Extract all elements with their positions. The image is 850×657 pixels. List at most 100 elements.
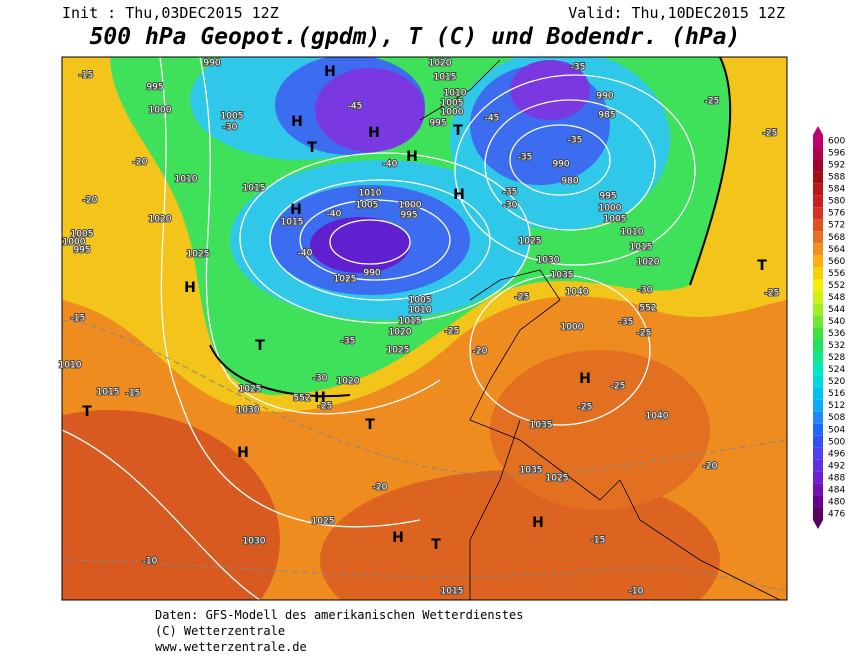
pressure-center: H — [532, 515, 544, 531]
isoline-label: 990 — [203, 59, 220, 69]
isoline-label: 552 — [639, 304, 656, 314]
map-labels: 990 995 1000 1005 1010 1015 1020 1025 1015 1010 10… — [58, 58, 781, 598]
isoline-label: 1010 — [59, 361, 82, 371]
colorbar-label: 500 — [828, 437, 845, 447]
colorbar-label: 532 — [828, 341, 845, 351]
init-time: Init : Thu,03DEC2015 12Z — [62, 4, 279, 22]
colorbar-label: 588 — [828, 173, 845, 183]
isoline-label: -30 — [223, 123, 238, 133]
isoline-label: 1015 — [281, 218, 304, 228]
colorbar-swatch — [813, 447, 823, 460]
colorbar-label: 584 — [828, 185, 845, 195]
colorbar-swatch — [813, 255, 823, 268]
isoline-label: 1015 — [434, 73, 457, 83]
isoline-label: -30 — [313, 374, 328, 384]
map-field — [62, 57, 787, 600]
isoline-label: -20 — [133, 158, 148, 168]
colorbar-label: 560 — [828, 257, 845, 267]
colorbar-label: 592 — [828, 161, 845, 171]
colorbar-label: 556 — [828, 269, 845, 279]
isoline-label: 1000 — [441, 108, 464, 118]
colorbar-label: 512 — [828, 401, 845, 411]
isoline-label: -25 — [705, 97, 720, 107]
isoline-label: 1020 — [429, 59, 452, 69]
isoline-label: 1035 — [551, 271, 574, 281]
isoline-label: 995 — [599, 192, 616, 202]
isoline-label: -10 — [629, 587, 644, 597]
isoline-label: 1015 — [399, 317, 422, 327]
colorbar-swatch — [813, 267, 823, 280]
isoline-label: 1010 — [175, 175, 198, 185]
isoline-label: -40 — [383, 160, 398, 170]
pressure-center: H — [291, 114, 303, 130]
isoline-label: 1015 — [97, 388, 120, 398]
isoline-label: -25 — [578, 403, 593, 413]
valid-time: Valid: Thu,10DEC2015 12Z — [568, 4, 785, 22]
colorbar-swatch — [813, 159, 823, 172]
colorbar-label: 504 — [828, 425, 845, 435]
isoline-label: -20 — [703, 462, 718, 472]
colorbar-swatch — [813, 351, 823, 364]
colorbar-label: 524 — [828, 365, 845, 375]
isoline-label: 1025 — [546, 474, 569, 484]
isoline-label: -30 — [638, 286, 653, 296]
isoline-label: 990 — [552, 160, 569, 170]
pressure-center: H — [237, 445, 249, 461]
isoline-label: -15 — [591, 536, 606, 546]
pressure-center: H — [184, 280, 196, 296]
colorbar-swatch — [813, 134, 823, 148]
pressure-center: T — [431, 537, 441, 553]
colorbar-swatch — [813, 315, 823, 328]
pressure-center: H — [314, 390, 326, 406]
isoline-label: 1015 — [243, 184, 266, 194]
footer-line: (C) Wetterzentrale — [155, 624, 285, 638]
isoline-label: 1010 — [444, 89, 467, 99]
isoline-label: 1000 — [561, 323, 584, 333]
colorbar-swatch — [813, 327, 823, 340]
colorbar-label: 528 — [828, 353, 845, 363]
pressure-center: T — [255, 338, 265, 354]
colorbar-swatch — [813, 231, 823, 244]
isoline-label: 1015 — [630, 243, 653, 253]
isoline-label: 1005 — [409, 296, 432, 306]
isoline-label: 1025 — [387, 346, 410, 356]
colorbar-label: 516 — [828, 389, 845, 399]
colorbar-swatch — [813, 147, 823, 160]
colorbar-label: 600 — [828, 137, 845, 147]
isoline-label: 995 — [146, 83, 163, 93]
isoline-label: -15 — [79, 71, 94, 81]
colorbar-label: 520 — [828, 377, 845, 387]
colorbar-swatch — [813, 279, 823, 292]
colorbar-swatch — [813, 303, 823, 316]
colorbar-swatch — [813, 507, 823, 521]
pressure-center: T — [365, 417, 375, 433]
isoline-label: -40 — [298, 249, 313, 259]
colorbar-label: 484 — [828, 485, 845, 495]
isoline-label: -25 — [765, 289, 780, 299]
colorbar-label: 536 — [828, 329, 845, 339]
colorbar-swatch — [813, 495, 823, 508]
colorbar-cap — [813, 125, 823, 135]
colorbar-label: 508 — [828, 413, 845, 423]
isoline-label: 1025 — [312, 517, 335, 527]
colorbar-swatch — [813, 195, 823, 208]
colorbar-label: 492 — [828, 461, 845, 471]
isoline-label: 1020 — [337, 377, 360, 387]
isoline-label: -25 — [637, 329, 652, 339]
isoline-label: -25 — [763, 129, 778, 139]
isoline-label: 1010 — [359, 189, 382, 199]
colorbar-label: 568 — [828, 233, 845, 243]
isoline-label: 980 — [561, 177, 578, 187]
isoline-label: -25 — [318, 402, 333, 412]
colorbar-swatch — [813, 471, 823, 484]
isoline-label: -15 — [126, 389, 141, 399]
colorbar-label: 596 — [828, 149, 845, 159]
colorbar-swatch — [813, 435, 823, 448]
colorbar-swatch — [813, 411, 823, 424]
isoline-label: 1025 — [239, 385, 262, 395]
isoline-label: 1025 — [519, 237, 542, 247]
isoline-label: -20 — [83, 196, 98, 206]
isoline-label: 995 — [73, 246, 90, 256]
colorbar-swatch — [813, 363, 823, 376]
